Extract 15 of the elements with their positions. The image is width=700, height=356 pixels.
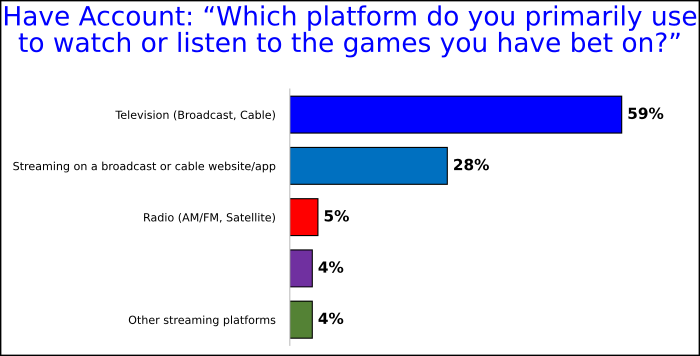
- bar: [290, 198, 318, 236]
- data-label: 4%: [318, 312, 344, 324]
- bar: [290, 300, 313, 339]
- y-tick-label: Television (Broadcast, Cable): [115, 110, 275, 120]
- bar: [290, 96, 622, 134]
- chart-title: Have Account: “Which platform do you primarily use to watch or listen to the games you have bet on?”: [4, 5, 696, 58]
- data-label: 59%: [628, 108, 664, 120]
- y-tick-label: Streaming on a broadcast or cable website/app: [13, 162, 276, 172]
- data-label: 4%: [318, 261, 344, 273]
- y-tick-label: Other streaming platforms: [128, 315, 276, 326]
- bar: [290, 146, 448, 185]
- data-label: 28%: [454, 158, 489, 170]
- y-tick-label: Radio (AM/FM, Satellite): [144, 212, 275, 223]
- bar: [290, 249, 313, 288]
- data-label: 5%: [324, 210, 349, 222]
